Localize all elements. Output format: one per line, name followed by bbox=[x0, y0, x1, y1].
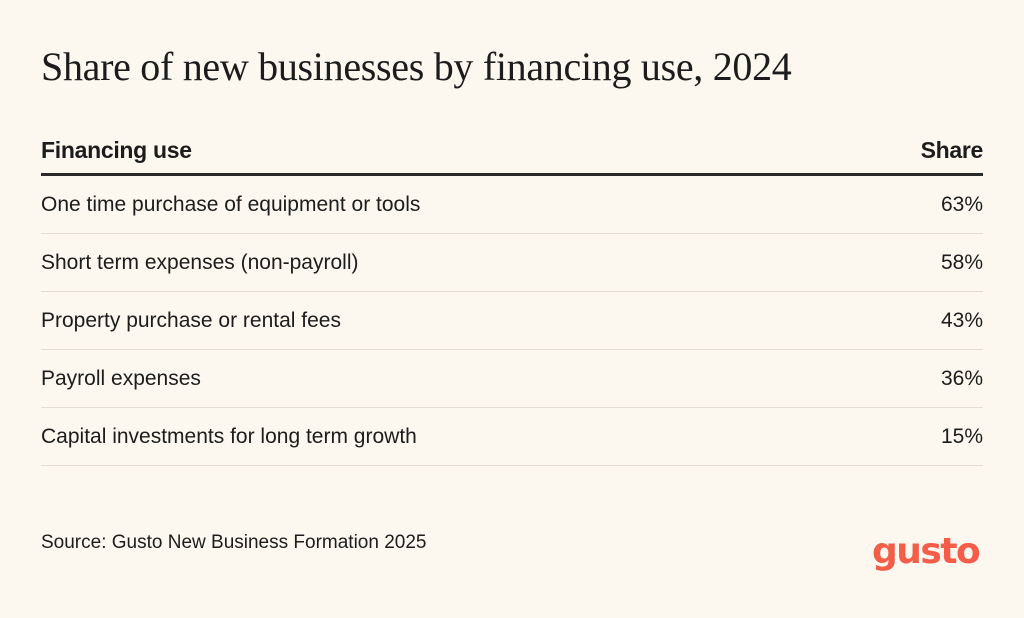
table-row: One time purchase of equipment or tools 6… bbox=[41, 176, 983, 234]
row-label: Payroll expenses bbox=[41, 366, 201, 390]
row-label: One time purchase of equipment or tools bbox=[41, 192, 421, 216]
row-value: 58% bbox=[940, 250, 983, 274]
chart-title: Share of new businesses by financing use… bbox=[41, 44, 792, 89]
table-row: Payroll expenses 36% bbox=[41, 350, 983, 408]
source-note: Source: Gusto New Business Formation 202… bbox=[41, 532, 427, 553]
row-label: Short term expenses (non-payroll) bbox=[41, 250, 359, 274]
row-value: 36% bbox=[940, 366, 983, 390]
row-value: 15% bbox=[940, 424, 983, 448]
row-label: Capital investments for long term growth bbox=[41, 424, 417, 448]
row-value: 43% bbox=[940, 308, 983, 332]
column-header-financing-use: Financing use bbox=[41, 137, 192, 163]
gusto-logo: gusto bbox=[872, 531, 981, 572]
table-row: Short term expenses (non-payroll) 58% bbox=[41, 234, 983, 292]
row-value: 63% bbox=[940, 192, 983, 216]
row-label: Property purchase or rental fees bbox=[41, 308, 341, 332]
table-header: Financing use Share bbox=[41, 128, 983, 176]
table-row: Property purchase or rental fees 43% bbox=[41, 292, 983, 350]
financing-table: Financing use Share One time purchase of… bbox=[41, 128, 983, 466]
column-header-share: Share bbox=[920, 137, 984, 163]
table-body: One time purchase of equipment or tools 6… bbox=[41, 176, 983, 466]
table-row: Capital investments for long term growth… bbox=[41, 408, 983, 466]
